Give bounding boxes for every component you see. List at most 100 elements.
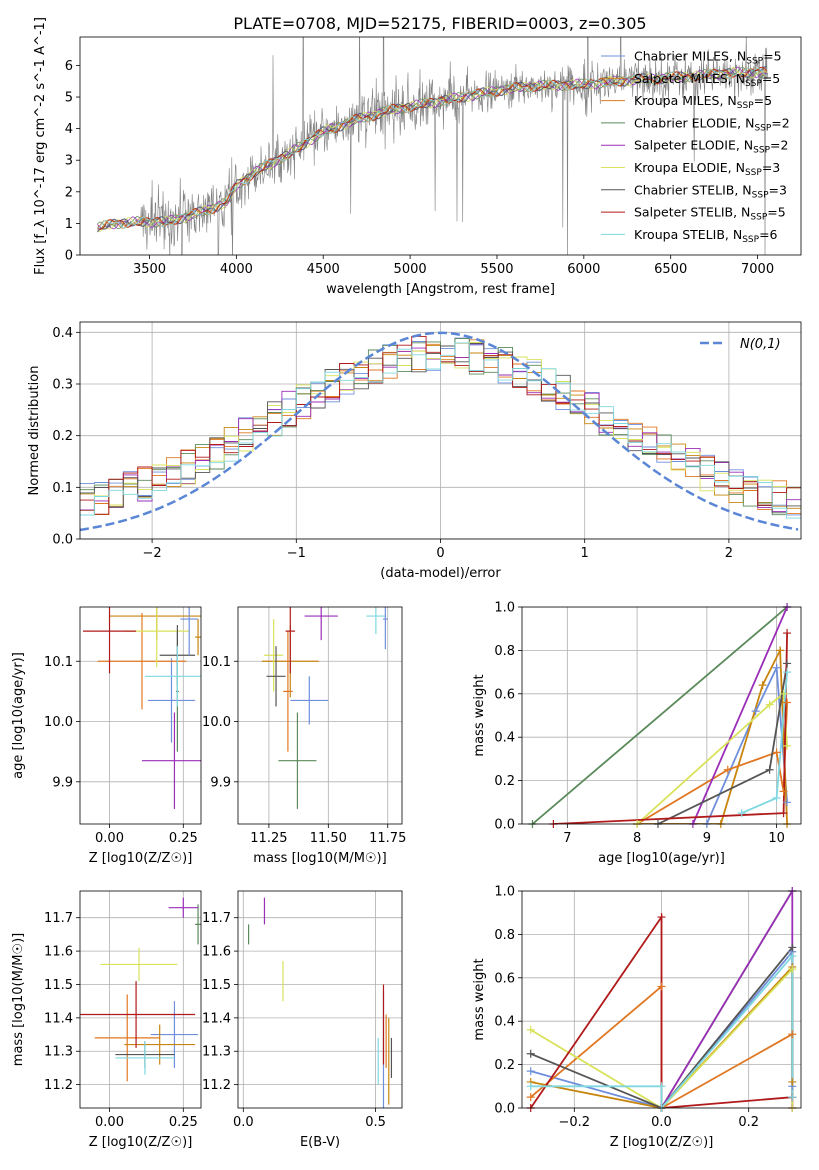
y-tick-label: 0.8	[494, 644, 515, 659]
legend-label-text: Chabrier STELIB, N	[634, 182, 752, 197]
x-tick-label: 0.00	[95, 831, 124, 846]
panel-mass_weight_vs_Z: −0.2 0.0 0.2 0.0 0.2 0.4 0.6 0.8 1.0 Z [log10(Z/Z…	[472, 885, 802, 1150]
mass-weight-line	[529, 914, 793, 1108]
axes-frame	[237, 606, 403, 825]
y-tick-label: 0.0	[494, 1102, 515, 1117]
x-tick-label: 0	[436, 546, 444, 561]
plot-area-mass_weight_vs_Z	[522, 891, 801, 1108]
x-axis-label: Z [log10(Z/Z☉)]	[89, 1135, 193, 1150]
y-tick-label: 0.3	[52, 378, 73, 393]
axes-frame	[79, 890, 202, 1109]
x-tick-label: 7	[563, 831, 571, 846]
mass-weight-marker	[788, 965, 797, 974]
legend-label-subscript: SSP	[746, 57, 763, 67]
legend-label-subscript: SSP	[742, 235, 759, 245]
mass-weight-marker	[772, 793, 781, 802]
y-tick-label: 1	[65, 217, 73, 232]
x-tick-label: −1	[287, 546, 306, 561]
x-tick-label: 0.0	[651, 1115, 672, 1130]
x-tick-label: 2	[725, 546, 733, 561]
mass-weight-marker	[751, 707, 760, 716]
y-tick-label: 0.2	[494, 774, 515, 789]
y-tick-label: 11.5	[44, 978, 73, 993]
y-axis-label: Normed distribution	[27, 366, 42, 496]
x-axis-label: age [log10(age/yr)]	[598, 851, 725, 866]
mass-weight-marker	[526, 1067, 535, 1076]
x-tick-label: −2	[143, 546, 162, 561]
legend-label: Salpeter ELODIE, NSSP=2	[634, 138, 788, 156]
y-tick-label: 11.5	[202, 978, 231, 993]
legend-label-subscript: SSP	[745, 79, 762, 89]
mass-weight-marker	[779, 787, 788, 796]
plot-area-age_vs_Z	[80, 607, 201, 824]
mass-weight-marker	[526, 1093, 535, 1102]
x-tick-label: 0.5	[365, 1115, 386, 1130]
panel-residuals: −2 −1 0 1 2 0.0 0.1 0.2 0.3 0.4 (data-model)/error…	[27, 321, 802, 581]
y-tick-label: 0	[65, 249, 73, 264]
mass-weight-marker	[783, 741, 792, 750]
x-tick-label: 0.0	[233, 1115, 254, 1130]
legend-label-value: =3	[762, 160, 780, 175]
x-tick-label: 1	[581, 546, 589, 561]
legend-label-text: Chabrier MILES, N	[634, 49, 746, 64]
plot-area-residuals	[80, 322, 801, 539]
mass-weight-marker	[788, 1030, 797, 1039]
legend-label: Salpeter MILES, NSSP=5	[634, 71, 780, 89]
y-tick-label: 10.0	[202, 715, 231, 730]
legend-label-value: =5	[767, 205, 785, 220]
mass-weight-marker	[783, 659, 792, 668]
legend-label-subscript: SSP	[753, 146, 770, 156]
legend-label-subscript: SSP	[745, 168, 762, 178]
x-tick-label: 0.25	[169, 831, 198, 846]
legend-label-value: =5	[754, 93, 772, 108]
x-axis-label: E(B-V)	[300, 1135, 340, 1150]
panel-age_vs_Z: 0.00 0.25 9.9 10.0 10.1 Z [log10(Z/Z☉)] age [l…	[11, 606, 202, 866]
y-tick-label: 11.4	[202, 1011, 231, 1026]
y-axis-label: age [log10(age/yr)]	[11, 652, 26, 779]
legend-label: Salpeter STELIB, NSSP=5	[634, 205, 786, 223]
y-tick-label: 11.3	[44, 1045, 73, 1060]
y-tick-label: 0.2	[52, 429, 73, 444]
panel-spectrum: 3500 4000 4500 5000 5500 6000 6500 7000 0 1 2 3 4 5 6 w…	[33, 17, 802, 297]
panel-age_vs_mass: 11.25 11.50 11.75 9.9 10.0 10.1 mass [log10(M/…	[202, 606, 406, 866]
mass-weight-marker	[765, 700, 774, 709]
panel-mass_vs_EBV: 0.0 0.5 11.2 11.3 11.4 11.5 11.6 11.7 E(B-V)	[202, 890, 403, 1150]
mass-weight-marker	[657, 1082, 666, 1091]
x-tick-label: 0.00	[95, 1115, 124, 1130]
x-tick-label: 5000	[394, 262, 427, 277]
y-tick-label: 11.4	[44, 1011, 73, 1026]
legend-label: Chabrier STELIB, NSSP=3	[634, 182, 787, 200]
y-axis-label: mass weight	[472, 674, 487, 756]
x-tick-label: 4000	[220, 262, 253, 277]
x-axis-label: wavelength [Angstrom, rest frame]	[326, 282, 555, 297]
legend-label-text: Salpeter STELIB, N	[634, 205, 750, 220]
legend-label: Chabrier ELODIE, NSSP=2	[634, 115, 790, 133]
legend-label-value: =2	[770, 138, 788, 153]
legend-label-subscript: SSP	[737, 101, 754, 111]
legend-label-value: =6	[759, 227, 777, 242]
mass-weight-line	[692, 607, 788, 824]
mass-weight-marker	[788, 943, 797, 952]
mass-weight-marker	[788, 952, 797, 961]
y-tick-label: 0.0	[52, 533, 73, 548]
y-tick-label: 0.6	[494, 971, 515, 986]
legend-label-text: Salpeter MILES, N	[634, 71, 745, 86]
legend-label: Kroupa MILES, NSSP=5	[634, 93, 772, 111]
y-tick-label: 0.8	[494, 928, 515, 943]
figure-title: PLATE=0708, MJD=52175, FIBERID=0003, z=0…	[233, 14, 646, 33]
mass-weight-marker	[526, 1049, 535, 1058]
y-tick-label: 2	[65, 185, 73, 200]
histogram-step-line	[80, 342, 801, 514]
plot-area-spectrum	[97, 37, 768, 255]
y-tick-label: 11.2	[202, 1078, 231, 1093]
y-tick-label: 5	[65, 91, 73, 106]
x-tick-label: 0.25	[169, 1115, 198, 1130]
x-tick-label: 10	[768, 831, 785, 846]
y-axis-label: Flux [f_λ 10^-17 erg cm^-2 s^-1 A^-1]	[33, 17, 48, 275]
mass-weight-marker	[526, 1025, 535, 1034]
mass-weight-marker	[772, 748, 781, 757]
y-tick-label: 10.1	[202, 655, 231, 670]
mass-weight-line	[530, 953, 794, 1108]
legend-label-text: Kroupa MILES, N	[634, 93, 737, 108]
x-tick-label: 0.2	[738, 1115, 759, 1130]
